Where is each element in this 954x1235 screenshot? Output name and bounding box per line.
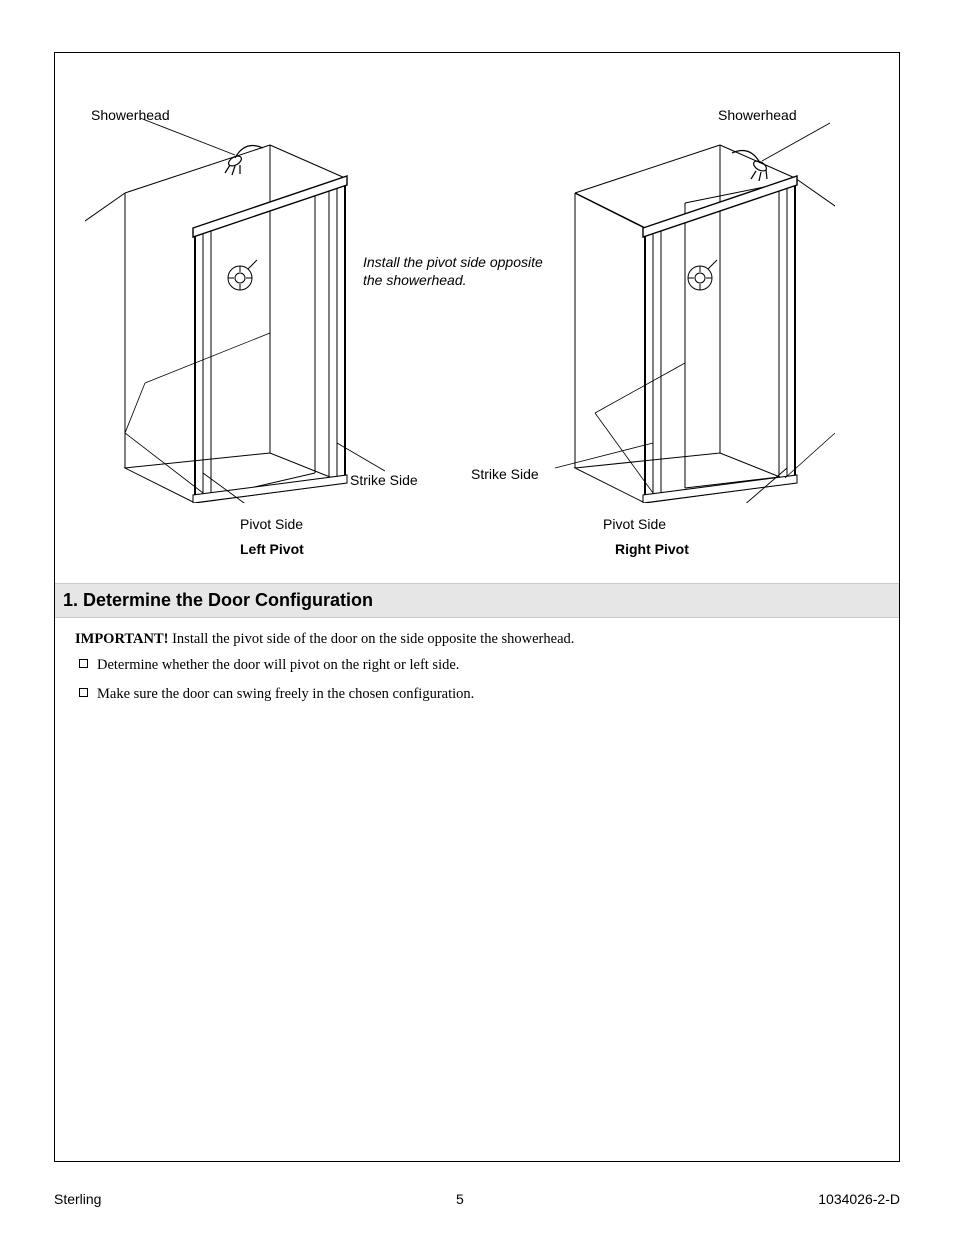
left-pivot-diagram [85,73,465,563]
page-content-frame: Showerhead Strike Side Pivot Side Left P… [54,52,900,1162]
list-item: Determine whether the door will pivot on… [75,654,879,676]
list-item: Make sure the door can swing freely in t… [75,683,879,705]
center-instruction-2: the showerhead. [363,271,467,289]
page-footer: Sterling 5 1034026-2-D [54,1191,900,1207]
right-strike-label: Strike Side [471,465,539,483]
important-text: Install the pivot side of the door on th… [168,631,574,647]
right-shower-svg [535,73,835,503]
footer-page-number: 5 [456,1191,464,1207]
right-pivot-diagram [535,73,915,563]
diagram-area: Showerhead Strike Side Pivot Side Left P… [55,53,899,583]
left-showerhead-label: Showerhead [91,106,170,124]
left-pivot-label: Pivot Side [240,515,303,533]
right-caption: Right Pivot [615,541,689,557]
center-instruction-1: Install the pivot side opposite [363,253,543,271]
section-body: IMPORTANT! Install the pivot side of the… [55,618,899,705]
important-paragraph: IMPORTANT! Install the pivot side of the… [75,628,879,650]
right-showerhead-label: Showerhead [718,106,797,124]
instruction-list: Determine whether the door will pivot on… [75,654,879,705]
left-caption: Left Pivot [240,541,304,557]
right-pivot-label: Pivot Side [603,515,666,533]
section-heading: 1. Determine the Door Configuration [55,583,899,618]
left-shower-svg [85,73,385,503]
left-strike-label: Strike Side [350,471,418,489]
important-label: IMPORTANT! [75,631,168,647]
footer-left: Sterling [54,1191,101,1207]
footer-doc-id: 1034026-2-D [818,1191,900,1207]
